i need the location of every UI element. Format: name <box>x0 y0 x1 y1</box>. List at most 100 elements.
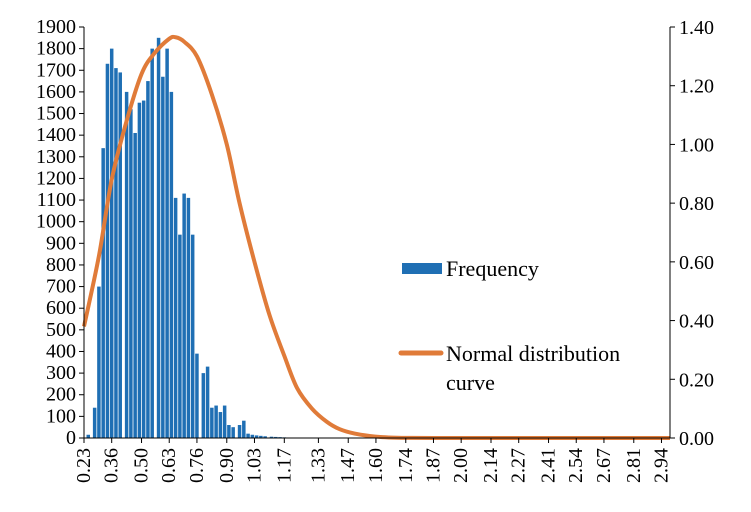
bar <box>109 48 114 438</box>
right-tick-label: 1.00 <box>679 134 714 156</box>
bar <box>231 427 235 438</box>
bar <box>105 63 110 439</box>
left-tick-label: 1300 <box>36 146 76 168</box>
bar <box>86 434 91 438</box>
x-tick-label: 2.14 <box>480 448 502 483</box>
x-tick-label: 1.33 <box>307 448 329 483</box>
bar <box>150 48 154 438</box>
left-tick-label: 400 <box>46 340 76 362</box>
bar <box>259 435 263 438</box>
bar <box>133 132 137 439</box>
legend-swatch-frequency <box>402 263 442 274</box>
left-tick-label: 700 <box>46 276 76 298</box>
left-tick-label: 1100 <box>37 189 76 211</box>
bar <box>165 48 169 438</box>
bar <box>205 366 210 438</box>
x-tick-label: 2.00 <box>450 448 472 483</box>
right-tick-label: 0.80 <box>679 193 714 215</box>
bar <box>124 91 129 438</box>
left-tick-label: 1700 <box>36 59 76 81</box>
bar <box>161 76 165 438</box>
left-tick-label: 600 <box>46 297 76 319</box>
x-tick-label: 1.74 <box>395 448 417 483</box>
left-tick-label: 1600 <box>36 81 76 103</box>
bar <box>210 407 214 438</box>
left-tick-label: 1400 <box>36 124 76 146</box>
left-tick-label: 1800 <box>36 38 76 60</box>
left-tick-label: 1500 <box>36 103 76 125</box>
left-tick-label: 500 <box>46 319 76 341</box>
right-tick-label: 1.20 <box>679 76 714 98</box>
x-tick-label: 0.36 <box>101 448 123 483</box>
x-tick-label: 1.03 <box>243 448 265 483</box>
legend: Frequency Normal distribution curve <box>398 256 620 395</box>
left-tick-label: 100 <box>46 405 76 427</box>
bar <box>227 425 231 438</box>
right-tick-label: 0.00 <box>679 428 714 450</box>
left-tick-label: 1000 <box>36 211 76 233</box>
x-tick-label: 1.17 <box>273 448 295 483</box>
bar <box>201 373 206 438</box>
bar <box>182 193 186 438</box>
x-tick-label: 2.27 <box>508 448 530 483</box>
bar <box>190 234 195 438</box>
x-tick-label: 0.23 <box>73 448 95 483</box>
x-tick-label: 2.94 <box>650 448 672 483</box>
x-tick-label: 0.50 <box>131 448 153 483</box>
legend-label-normal-curve: Normal distribution curve <box>446 341 620 395</box>
x-tick-label: 1.87 <box>422 448 444 483</box>
bar <box>114 68 118 438</box>
left-tick-label: 900 <box>46 232 76 254</box>
right-tick-label: 0.60 <box>679 252 714 274</box>
right-tick-label: 0.40 <box>679 311 714 333</box>
left-tick-label: 1200 <box>36 167 76 189</box>
bar <box>250 434 255 438</box>
x-tick-label: 2.81 <box>623 448 645 483</box>
left-tick-label: 800 <box>46 254 76 276</box>
x-tick-label: 0.63 <box>158 448 180 483</box>
left-tick-label: 300 <box>46 362 76 384</box>
bar <box>129 109 133 438</box>
bar <box>92 407 97 438</box>
left-tick-label: 0 <box>66 427 76 449</box>
x-tick-label: 0.90 <box>216 448 238 483</box>
bars-group <box>86 37 319 439</box>
axes-group: 0100200300400500600700800900100011001200… <box>36 16 714 483</box>
bar <box>274 436 278 438</box>
legend-label-normal-curve-line2: curve <box>446 370 495 395</box>
bar <box>246 433 250 438</box>
bar <box>269 436 274 438</box>
right-tick-label: 1.40 <box>679 17 714 39</box>
bar <box>118 72 122 439</box>
x-tick-label: 2.41 <box>538 448 560 483</box>
bar <box>186 197 191 438</box>
x-tick-label: 2.67 <box>593 448 615 483</box>
bar <box>137 102 142 439</box>
x-tick-label: 0.76 <box>186 448 208 483</box>
bar <box>169 91 174 438</box>
bar <box>222 405 227 438</box>
x-tick-label: 2.54 <box>565 448 587 483</box>
left-tick-label: 200 <box>46 384 76 406</box>
right-tick-label: 0.20 <box>679 369 714 391</box>
bar <box>178 234 182 438</box>
bar <box>173 197 178 438</box>
bar <box>156 37 161 438</box>
legend-label-frequency: Frequency <box>446 256 539 281</box>
bar <box>141 100 146 439</box>
bar <box>242 420 246 438</box>
bar <box>97 286 101 438</box>
bar <box>218 412 223 438</box>
x-tick-label: 1.60 <box>365 448 387 483</box>
bar <box>237 425 242 438</box>
legend-label-normal-curve-line1: Normal distribution <box>446 341 620 366</box>
bar <box>146 81 150 438</box>
bar <box>214 405 218 438</box>
bar <box>195 353 199 438</box>
bar <box>263 436 267 438</box>
bar <box>101 148 105 438</box>
x-tick-label: 1.47 <box>337 448 359 483</box>
bar <box>254 435 259 438</box>
left-tick-label: 1900 <box>36 16 76 38</box>
